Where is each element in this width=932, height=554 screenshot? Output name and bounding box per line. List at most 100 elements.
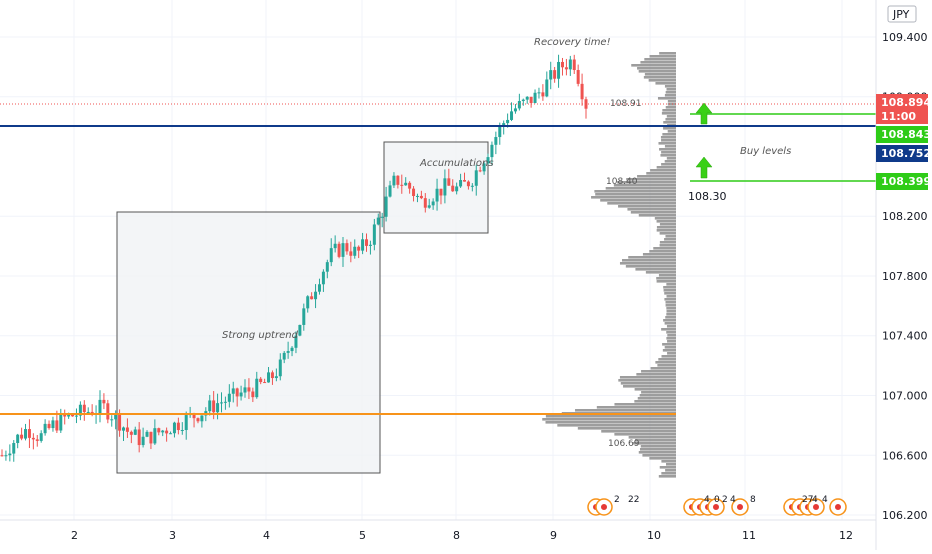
price-tag[interactable] (876, 145, 928, 162)
candle-body (404, 182, 408, 186)
candle-body (290, 347, 294, 352)
candle-body (517, 101, 521, 109)
candle-body (39, 433, 43, 441)
profile-bar (635, 439, 676, 442)
candle-body (513, 108, 517, 112)
candle-body (447, 178, 451, 186)
profile-bar (659, 232, 676, 235)
accumulations-annotation: Accumulations (419, 158, 494, 169)
profile-bar (622, 259, 676, 262)
profile-bar (658, 475, 676, 478)
profile-bar (665, 304, 676, 307)
candle-body (63, 413, 67, 417)
candle-body (59, 413, 63, 431)
profile-bar (663, 289, 676, 292)
price-tag[interactable] (876, 126, 928, 143)
profile-bar (640, 445, 676, 448)
profile-bar (634, 400, 676, 403)
candle-body (243, 387, 247, 393)
currency-label: JPY (892, 8, 910, 21)
candle-body (537, 92, 541, 94)
profile-bar (665, 235, 676, 238)
profile-bar (666, 307, 676, 310)
profile-bar (638, 214, 676, 217)
candle-body (321, 271, 325, 285)
profile-bar (620, 382, 676, 385)
event-dot-icon (601, 504, 607, 510)
candle-body (274, 376, 278, 379)
candle-body (16, 434, 20, 444)
candle-body (341, 243, 345, 257)
price-tick-label: 107.800 (882, 270, 928, 283)
candle-body (259, 378, 263, 383)
time-tick-label: 5 (359, 529, 366, 542)
profile-bar (664, 145, 676, 148)
candle-body (462, 180, 466, 182)
profile-bar (660, 154, 676, 157)
candle-body (219, 402, 223, 404)
profile-bar (657, 97, 676, 100)
price-tag[interactable] (876, 94, 928, 124)
profile-bar (658, 274, 676, 277)
event-count-label: 0 (714, 495, 720, 505)
candle-body (125, 427, 129, 432)
currency-badge[interactable]: JPY (887, 5, 917, 23)
price-tick-label: 108.200 (882, 210, 928, 223)
event-count-label: 2 (614, 495, 620, 505)
candle-body (435, 188, 439, 202)
profile-bar (656, 277, 676, 280)
candle-body (122, 427, 126, 431)
time-tick-label: 11 (742, 529, 756, 542)
candle-body (149, 431, 153, 444)
candle-body (412, 188, 416, 196)
candle-body (368, 244, 372, 246)
candle-body (255, 378, 259, 398)
candle-body (310, 296, 314, 300)
profile-bar (662, 109, 676, 112)
profile-bar (619, 262, 676, 265)
economic-events[interactable]: 2 22 4 0 2 4 8 274 4 (587, 495, 847, 516)
candle-body (106, 403, 110, 420)
price-tick-label: 107.000 (882, 390, 928, 403)
event-dot-icon (813, 504, 819, 510)
candle-body (392, 175, 396, 186)
profile-bar (638, 451, 676, 454)
profile-label-bottom: 106.69 (608, 439, 640, 449)
candle-body (325, 262, 329, 272)
candle-body (176, 422, 180, 431)
event-count-label: 22 (628, 495, 639, 505)
profile-bar (665, 469, 676, 472)
candle-body (317, 284, 321, 292)
profile-bar (645, 271, 676, 274)
profile-bar (596, 406, 676, 409)
candle-body (251, 391, 255, 398)
candle-body (349, 251, 353, 256)
candle-body (396, 175, 400, 185)
profile-bar (661, 460, 676, 463)
candle-body (267, 372, 271, 383)
profile-bar (666, 331, 676, 334)
profile-bar (658, 142, 676, 145)
price-tag[interactable] (876, 173, 928, 190)
candle-body (408, 182, 412, 189)
volume-profile (542, 52, 676, 478)
candle-body (314, 291, 318, 300)
profile-bar (545, 421, 676, 424)
profile-bar (637, 397, 676, 400)
candle-body (137, 429, 141, 446)
profile-bar (663, 121, 676, 124)
candle-body (286, 351, 290, 353)
candle-body (329, 248, 333, 263)
candle-body (427, 205, 431, 208)
profile-bar (665, 106, 676, 109)
event-dot-icon (737, 504, 743, 510)
profile-bar (659, 148, 676, 151)
profile-bar (613, 184, 676, 187)
profile-bar (664, 346, 676, 349)
candle-body (133, 429, 137, 435)
candle-body (161, 430, 165, 433)
profile-bar (657, 364, 676, 367)
profile-bar (659, 223, 676, 226)
price-tag-label: 108.399 (881, 175, 931, 188)
